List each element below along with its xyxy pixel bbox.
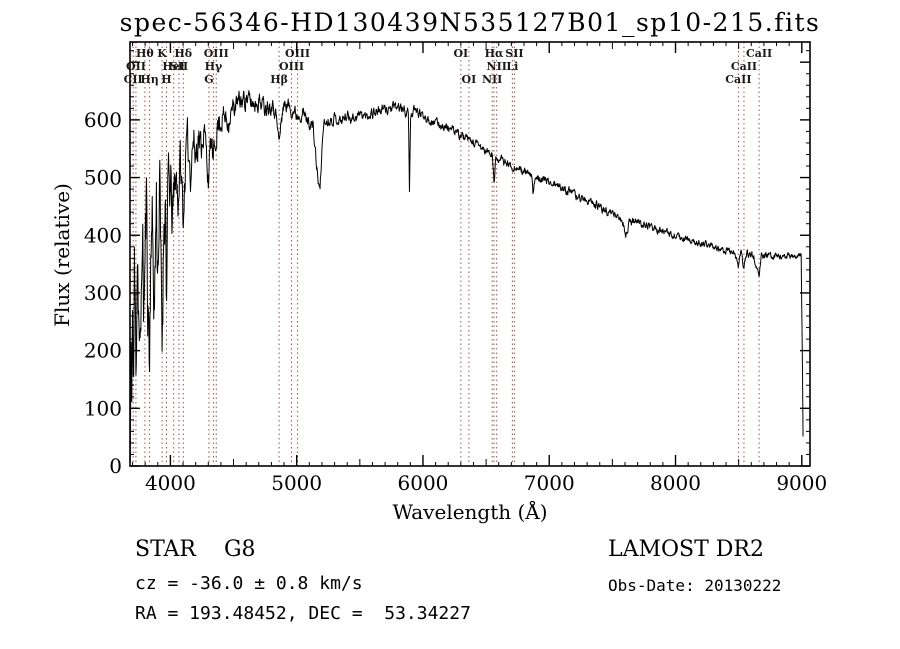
x-tick-label: 5000: [271, 471, 322, 495]
x-tick-label: 7000: [524, 471, 575, 495]
spectral-line-label: OIII: [279, 60, 304, 73]
y-tick-label: 500: [84, 166, 122, 190]
spectral-line-label: OIII: [204, 47, 229, 60]
x-tick-label: 6000: [398, 471, 449, 495]
spectral-line-label: H: [161, 73, 171, 86]
y-tick-label: 400: [84, 223, 122, 247]
spectral-line-label: SII: [505, 47, 523, 60]
spectral-line-label: CaII: [746, 47, 772, 60]
cz-value: cz = -36.0 ± 0.8 km/s: [135, 573, 363, 594]
spectral-line-label: Hα: [485, 47, 504, 60]
spectral-line-label: Hη: [140, 73, 158, 86]
spectral-line-label: Hβ: [270, 73, 288, 86]
spectral-line-label: OII: [126, 60, 146, 73]
y-tick-label: 300: [84, 281, 122, 305]
y-tick-label: 200: [84, 339, 122, 363]
x-tick-label: 8000: [650, 471, 701, 495]
x-tick-label: 4000: [145, 471, 196, 495]
survey-label: LAMOST DR2: [608, 537, 764, 562]
spectral-line-label: OI: [462, 73, 477, 86]
y-tick-label: 600: [84, 108, 122, 132]
spectral-line-label: CII: [124, 73, 143, 86]
ra-dec: RA = 193.48452, DEC = 53.34227: [135, 603, 471, 624]
object-class-label: STAR G8: [135, 537, 256, 562]
x-axis-title: Wavelength (Å): [392, 500, 548, 524]
spectral-line-label: Li: [506, 60, 518, 73]
spectral-line-label: Hδ: [174, 47, 192, 60]
spectrum-trace: [129, 90, 804, 463]
spectral-line-label: HeI: [162, 60, 185, 73]
spectral-line-label: NII: [482, 73, 502, 86]
spectral-line-label: SII: [170, 60, 188, 73]
x-tick-label: 9000: [776, 471, 827, 495]
spectral-line-label: K: [157, 47, 167, 60]
spectral-line-label: OI: [453, 47, 468, 60]
spectral-line-label: CaII: [731, 60, 757, 73]
spectral-line-label: Hγ: [205, 60, 223, 73]
spectral-line-label: CaII: [725, 73, 751, 86]
spectral-line-label: Hθ: [136, 47, 154, 60]
spectral-line-label: G: [204, 73, 213, 86]
y-axis-title: Flux (relative): [50, 183, 74, 327]
plot-frame: [129, 41, 811, 467]
plot-title: spec-56346-HD130439N535127B01_sp10-215.f…: [119, 8, 821, 37]
spectral-line-label: OIII: [285, 47, 310, 60]
y-tick-label: 0: [109, 454, 122, 478]
spectral-line-label: NII: [487, 60, 507, 73]
y-tick-label: 100: [84, 396, 122, 420]
obs-date: Obs-Date: 20130222: [608, 576, 782, 595]
